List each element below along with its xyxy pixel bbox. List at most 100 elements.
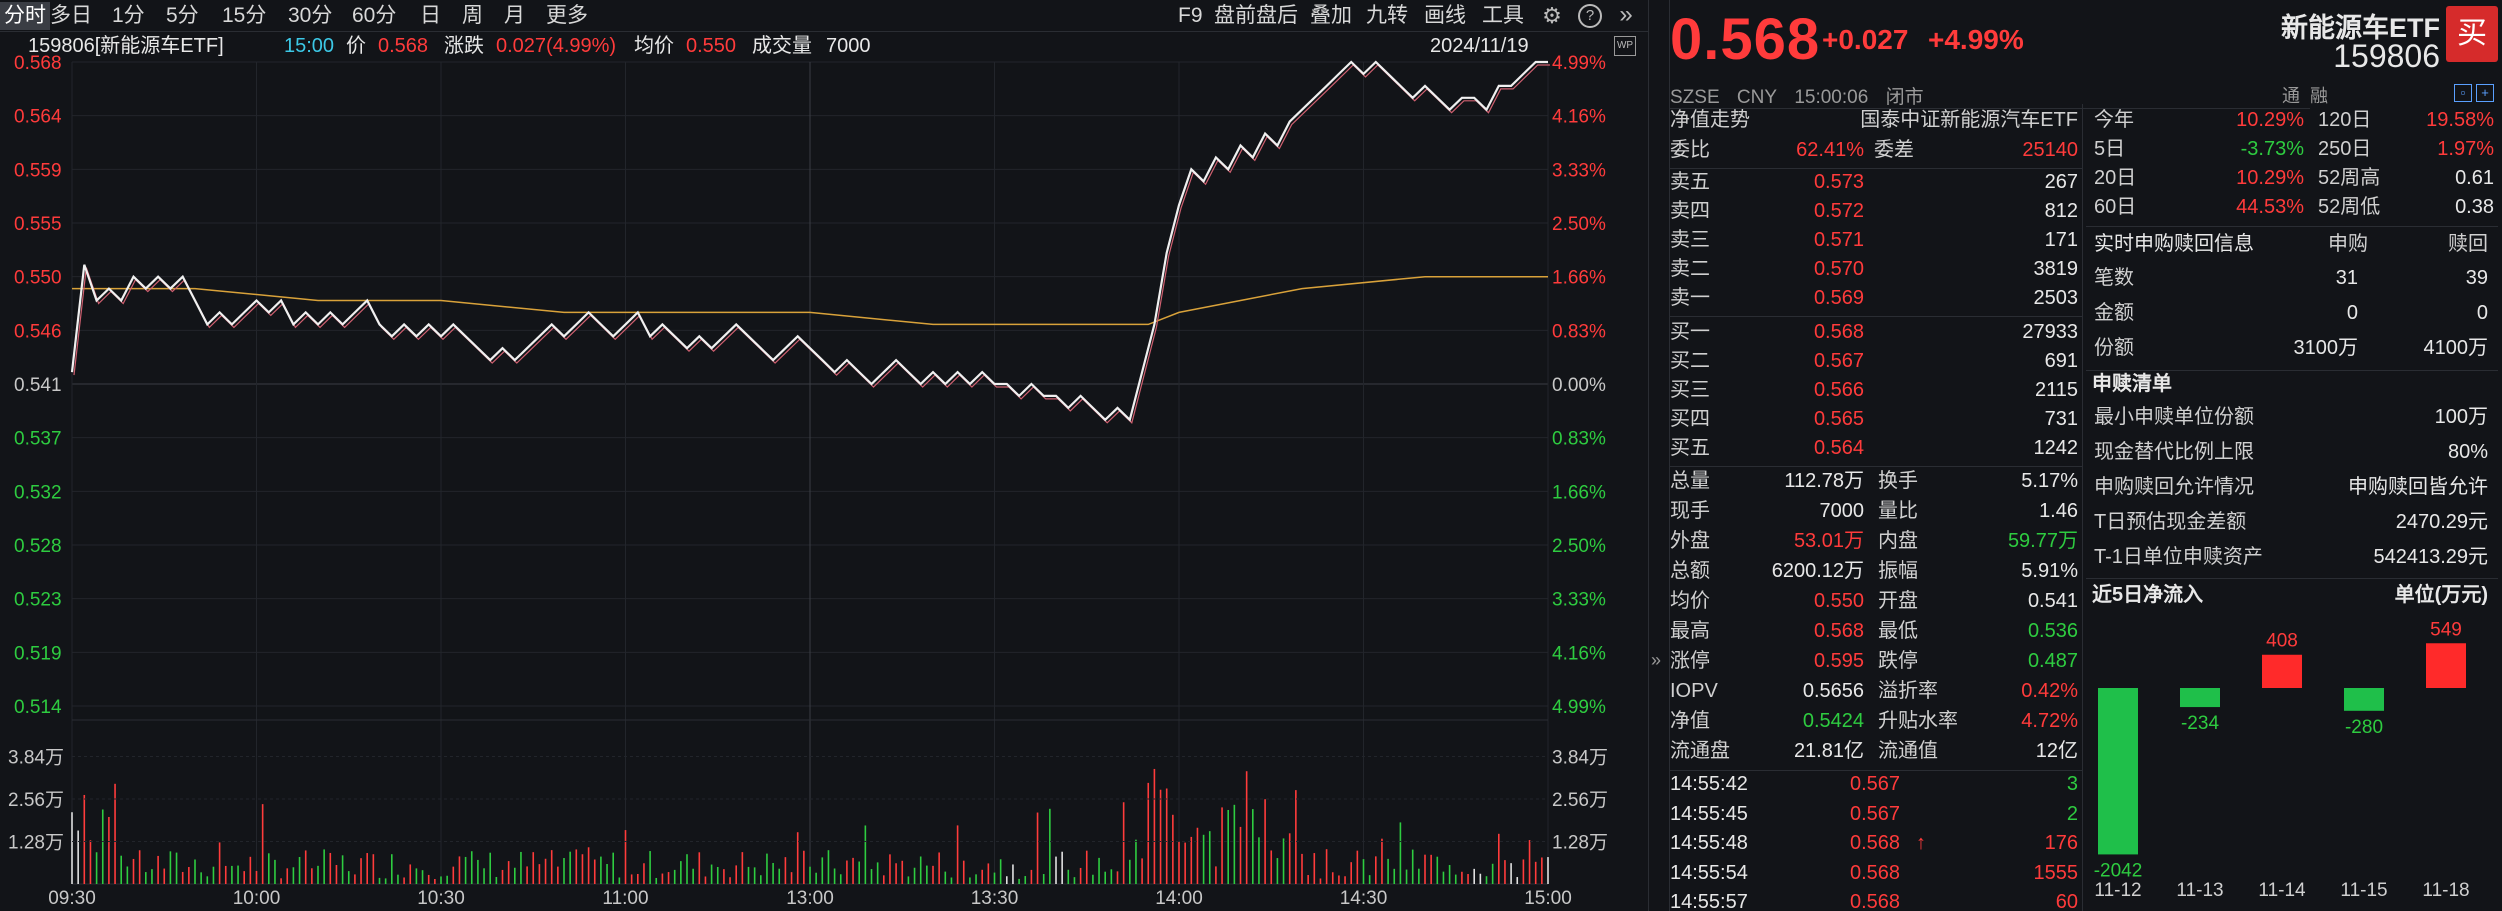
fund-name: 新能源车ETF	[2281, 13, 2440, 43]
nine-turn-button[interactable]: 九转	[1366, 4, 1408, 27]
x-tick: 15:00	[1524, 888, 1572, 909]
tools-button[interactable]: 工具	[1482, 4, 1524, 27]
tab-tong[interactable]: 通	[2282, 86, 2300, 106]
stat-value: 0.487	[2027, 650, 2078, 672]
perf-row: 今年 10.29% 120日 19.58%	[2086, 106, 2498, 135]
ask-price: 0.569	[1813, 287, 1864, 309]
tab-30min[interactable]: 30分	[288, 4, 333, 27]
tab-15min[interactable]: 15分	[222, 4, 267, 27]
help-icon[interactable]: ?	[1578, 4, 1602, 28]
info-price-label: 价	[346, 35, 366, 57]
redeem-label: 份额	[2094, 337, 2134, 359]
x-tick: 11:00	[602, 888, 648, 909]
tick-price: 0.567	[1850, 802, 1901, 825]
bid-price: 0.568	[1813, 321, 1864, 343]
stat-label: 换手	[1878, 470, 1918, 492]
bid-row: 买三 0.566 2115	[1670, 376, 2082, 405]
tick-row: 14:55:54 0.568 1555	[1670, 859, 2082, 888]
flow-bar	[2426, 643, 2466, 688]
draw-line-button[interactable]: 画线	[1424, 4, 1466, 27]
tab-1min[interactable]: 1分	[112, 4, 145, 27]
panel-splitter[interactable]: »	[1648, 0, 1670, 911]
list-title: 申赎清单	[2092, 373, 2172, 395]
collapse-right-icon[interactable]: »	[1619, 1, 1633, 28]
bid-volume: 27933	[2022, 321, 2078, 343]
tab-5min[interactable]: 5分	[166, 4, 199, 27]
stat-row: IOPV 0.5656 溢折率 0.42%	[1670, 677, 2082, 706]
tick-row: 14:55:42 0.567 3	[1670, 770, 2082, 799]
stat-row: 总量 112.78万 换手 5.17%	[1670, 467, 2082, 496]
last-price: 0.568	[1670, 7, 1821, 72]
window-icon[interactable]: ▫	[2454, 84, 2472, 102]
buy-button[interactable]: 买	[2446, 6, 2498, 62]
bid-label: 买四	[1670, 408, 1710, 430]
tab-intraday[interactable]: 分时	[0, 2, 50, 30]
x-tick: 14:30	[1340, 888, 1388, 909]
tick-time: 14:55:45	[1670, 802, 1748, 825]
list-value: 542413.29元	[2373, 546, 2488, 568]
tick-row: 14:55:45 0.567 2	[1670, 800, 2082, 829]
list-value: 申购赎回皆允许	[2348, 476, 2488, 498]
redeem-sell-value: 0	[2476, 302, 2488, 324]
stat-value: 5.17%	[2021, 470, 2078, 492]
weicha-value: 25140	[2022, 139, 2078, 161]
tick-row: 14:55:48 0.568 ↑ 176	[1670, 829, 2082, 858]
perf-row: 5日 -3.73% 250日 1.97%	[2086, 135, 2498, 164]
tab-month[interactable]: 月	[504, 4, 525, 27]
list-row: 申购赎回允许情况 申购赎回皆允许	[2086, 473, 2498, 502]
ask-price: 0.571	[1813, 229, 1864, 251]
y-tick-right: 2.50%	[1552, 214, 1606, 235]
weicha-label: 委差	[1874, 139, 1914, 161]
tab-week[interactable]: 周	[462, 4, 483, 27]
tab-rong[interactable]: 融	[2310, 86, 2328, 106]
list-value: 2470.29元	[2395, 511, 2488, 533]
tick-time: 14:55:57	[1670, 891, 1748, 911]
exchange: SZSE	[1670, 87, 1720, 108]
stat-value: 59.77万	[2007, 530, 2078, 552]
overlay-button[interactable]: 叠加	[1310, 4, 1352, 27]
tick-time: 14:55:54	[1670, 861, 1748, 884]
tab-multiday[interactable]: 多日	[50, 4, 92, 27]
stat-value: 0.550	[1813, 590, 1864, 612]
chart-toolbar: 分时 多日 1分 5分 15分 30分 60分 日 周 月 更多 F9 盘前盘后…	[0, 0, 1648, 32]
stat-label: 流通盘	[1670, 740, 1730, 762]
x-tick: 10:00	[233, 888, 281, 909]
stat-value: 0.595	[1813, 650, 1864, 672]
tick-time: 14:55:42	[1670, 773, 1748, 795]
list-label: T日预估现金差额	[2094, 511, 2247, 533]
expand-icon[interactable]: »	[1651, 650, 1662, 670]
ask-row: 卖五 0.573 267	[1670, 168, 2082, 197]
tab-60min[interactable]: 60分	[352, 4, 397, 27]
y-tick-right: 0.83%	[1552, 321, 1606, 342]
f9-button[interactable]: F9	[1178, 4, 1203, 27]
bid-volume: 2115	[2034, 379, 2078, 401]
ask-label: 卖四	[1670, 200, 1710, 222]
gear-icon[interactable]: ⚙	[1542, 3, 1562, 28]
tab-day[interactable]: 日	[420, 4, 441, 27]
perf-row: 20日 10.29% 52周高 0.61	[2086, 164, 2498, 193]
ask-label: 卖三	[1670, 229, 1710, 251]
intraday-chart[interactable]: 0.568 0.564 0.559 0.555 0.550 0.546 0.541 0.537…	[0, 32, 1648, 911]
stat-row: 现手 7000 量比 1.46	[1670, 497, 2082, 526]
ask-volume: 267	[2044, 171, 2078, 193]
x-tick: 13:30	[971, 888, 1019, 909]
perf-label: 52周低	[2318, 196, 2381, 218]
list-row: T日预估现金差额 2470.29元	[2086, 508, 2498, 537]
flow-unit: 单位(万元)	[2394, 584, 2488, 606]
add-icon[interactable]: +	[2476, 84, 2494, 102]
y-tick-right: 3.33%	[1552, 590, 1606, 611]
premarket-button[interactable]: 盘前盘后	[1214, 4, 1298, 27]
tab-more[interactable]: 更多	[546, 4, 588, 27]
stat-label: 内盘	[1878, 530, 1918, 552]
stat-value: 0.5656	[1802, 680, 1864, 702]
ask-row: 卖四 0.572 812	[1670, 197, 2082, 226]
vol-tick-right: 3.84万	[1552, 748, 1608, 769]
wpf-icon[interactable]: WP	[1614, 36, 1636, 56]
intraday-chart-panel: 分时 多日 1分 5分 15分 30分 60分 日 周 月 更多 F9 盘前盘后…	[0, 0, 1648, 911]
stat-label: 总额	[1670, 560, 1710, 582]
flow-bar	[2180, 688, 2220, 708]
perf-row: 60日 44.53% 52周低 0.38	[2086, 193, 2498, 222]
list-label: 现金替代比例上限	[2094, 441, 2254, 463]
perf-label: 60日	[2094, 196, 2137, 218]
y-tick-left: 0.546	[14, 321, 62, 342]
